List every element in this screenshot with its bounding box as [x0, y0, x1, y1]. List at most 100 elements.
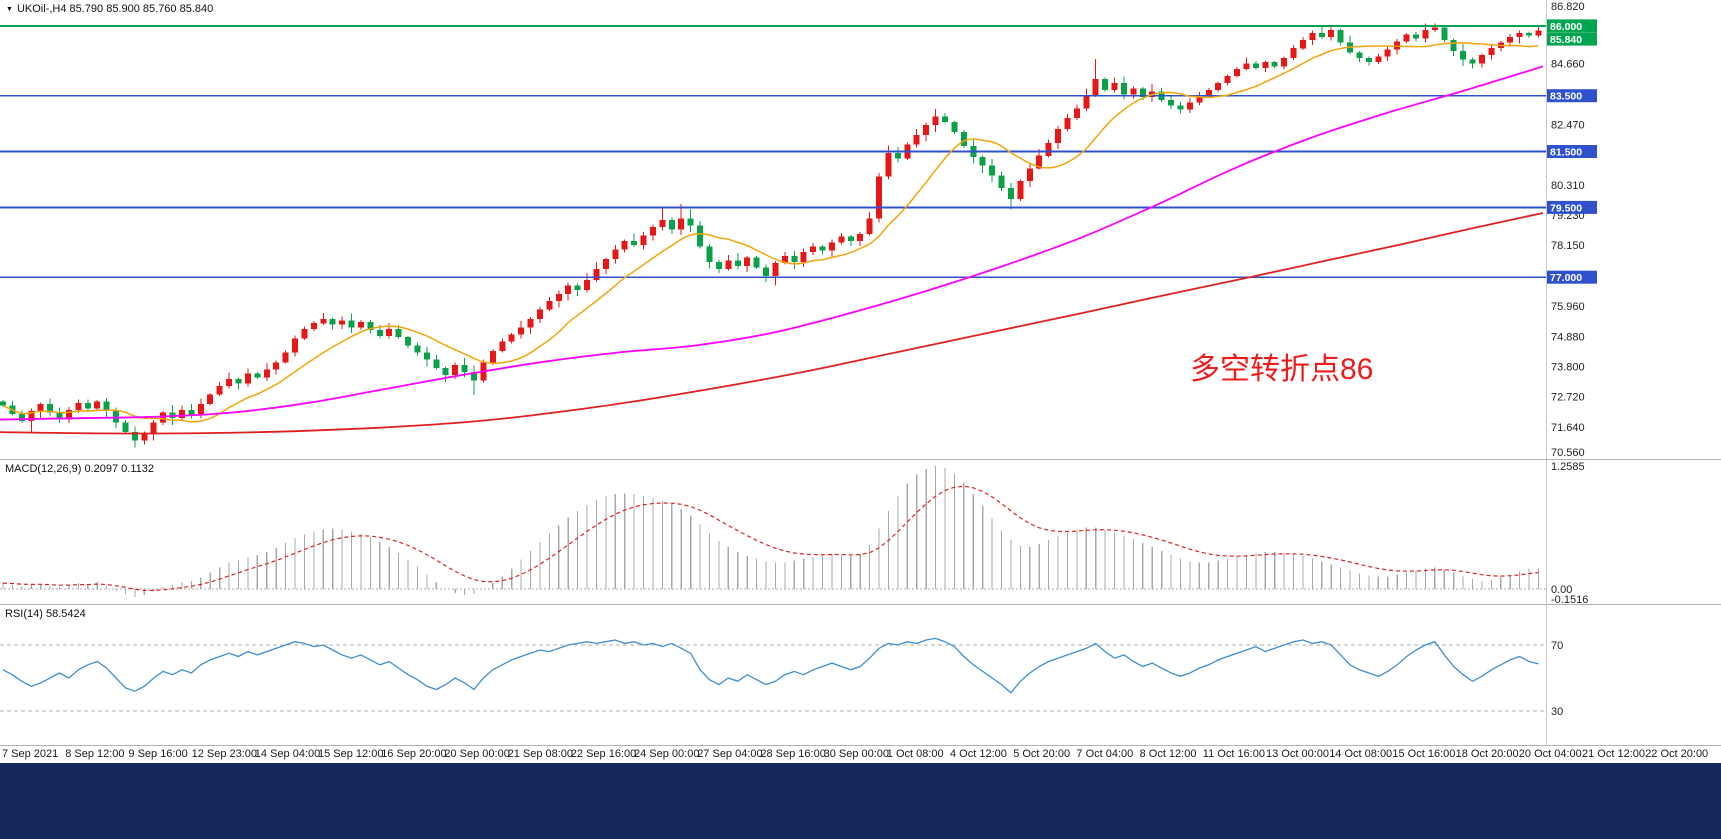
candle-bearish	[942, 116, 948, 123]
candle-bullish	[273, 362, 280, 370]
price-tag	[1547, 200, 1597, 214]
price-axis-label: 73.800	[1551, 362, 1585, 374]
candle-bullish	[320, 319, 327, 324]
price-axis-label: 82.470	[1551, 119, 1585, 131]
candle-bullish	[1309, 32, 1316, 40]
candle-bullish	[301, 328, 308, 339]
candle-bearish	[706, 246, 713, 262]
candle-bullish	[1478, 55, 1485, 64]
candle-bullish	[584, 280, 591, 290]
price-tag-label: 83.500	[1550, 91, 1582, 103]
rsi-axis-label: 30	[1551, 706, 1563, 718]
candle-bullish	[1083, 95, 1090, 109]
candle-bullish	[857, 233, 864, 241]
candle-bullish	[1299, 39, 1306, 49]
candle-bullish	[593, 268, 600, 280]
candle-bullish	[1384, 49, 1391, 57]
candle-bearish	[84, 402, 91, 409]
candle-bearish	[960, 132, 967, 146]
candle-bullish	[37, 404, 44, 412]
time-label: 13 Oct 00:00	[1266, 748, 1329, 760]
candle-bearish	[1120, 83, 1127, 95]
candle-bearish	[122, 422, 129, 433]
candle-bullish	[828, 242, 835, 251]
candle-bearish	[1337, 30, 1344, 43]
candle-bullish	[1017, 180, 1024, 199]
price-tag	[1547, 32, 1597, 46]
time-label: 14 Sep 04:00	[254, 748, 321, 760]
candle-bullish	[1431, 27, 1438, 31]
price-axis-label: 80.310	[1551, 180, 1585, 192]
macd-label: MACD(12,26,9) 0.2097 0.1132	[5, 463, 154, 475]
candle-bearish	[433, 359, 440, 368]
rsi-indicator-panel[interactable]: 70 30	[0, 605, 1721, 745]
candle-bullish	[1045, 143, 1052, 156]
price-tag-label: 77.000	[1550, 272, 1582, 284]
candle-bullish	[282, 352, 289, 363]
candle-bearish	[1102, 78, 1109, 91]
candle-bullish	[621, 240, 628, 250]
candle-bullish	[1422, 30, 1429, 39]
candle-bullish	[178, 409, 185, 419]
time-label: 21 Oct 12:00	[1582, 748, 1645, 760]
candle-bullish	[141, 433, 148, 441]
candle-bearish	[1139, 88, 1146, 98]
time-label: 1 Oct 08:00	[886, 748, 944, 760]
candle-bearish	[791, 256, 798, 262]
annotation-text[interactable]: 多空转折点86	[1190, 353, 1374, 386]
candle-bullish	[1205, 90, 1212, 96]
candle-bullish	[150, 422, 157, 434]
candle-bullish	[565, 285, 572, 294]
candle-bearish	[1007, 187, 1014, 199]
price-tag-label: 85.840	[1550, 34, 1582, 46]
main-price-chart[interactable]: 86.82084.66082.47080.31079.23078.15075.9…	[0, 0, 1721, 459]
candle-bearish	[763, 267, 770, 276]
price-tag	[1547, 145, 1597, 158]
candle-bearish	[1252, 63, 1259, 68]
candle-bearish	[0, 401, 6, 406]
candle-bullish	[923, 125, 930, 135]
candle-bullish	[546, 300, 553, 310]
candle-bearish	[1356, 52, 1363, 58]
price-axis-label: 86.820	[1551, 1, 1585, 13]
candle-bearish	[989, 165, 996, 176]
candle-bearish	[951, 122, 958, 132]
time-label: 20 Oct 04:00	[1518, 748, 1582, 760]
candle-bearish	[395, 328, 402, 338]
price-axis-label: 70.560	[1551, 447, 1585, 459]
candle-bearish	[894, 152, 901, 159]
ma-slow-line	[0, 212, 1544, 435]
candle-bullish	[65, 409, 72, 420]
candle-bullish	[772, 263, 779, 276]
candle-bullish	[94, 401, 101, 409]
symbol-ohlc-text: UKOil-,H4 85.790 85.900 85.760 85.840	[16, 3, 214, 15]
candle-bullish	[1281, 58, 1288, 67]
candle-bullish	[1111, 83, 1118, 91]
candle-bullish	[810, 246, 817, 253]
price-axis-separator	[1546, 0, 1547, 745]
candle-bullish	[452, 365, 459, 375]
rsi-axis-label: 70	[1551, 640, 1563, 652]
candle-bullish	[1026, 168, 1033, 181]
divider-rsi-timeaxis	[0, 745, 1721, 746]
time-label: 5 Oct 20:00	[1013, 748, 1071, 760]
candle-bearish	[668, 219, 675, 230]
price-tag-label: 86.000	[1550, 21, 1582, 33]
candle-bearish	[414, 345, 421, 353]
time-label: 22 Sep 16:00	[570, 748, 637, 760]
time-label: 15 Sep 12:00	[318, 748, 384, 760]
candle-bullish	[75, 402, 82, 410]
time-label: 20 Sep 00:00	[444, 748, 510, 760]
time-label: 11 Oct 16:00	[1202, 748, 1265, 760]
candle-bearish	[1441, 27, 1448, 40]
candle-bullish	[1186, 102, 1193, 110]
macd-indicator-panel[interactable]: 1.2585 0.00-0.1516	[0, 460, 1721, 605]
candle-bullish	[263, 369, 270, 378]
candle-bearish	[697, 225, 704, 247]
candle-bullish	[489, 351, 496, 363]
candle-bullish	[1403, 34, 1410, 42]
candle-bearish	[405, 337, 412, 346]
candle-bullish	[612, 249, 619, 260]
candle-bullish	[602, 259, 609, 269]
